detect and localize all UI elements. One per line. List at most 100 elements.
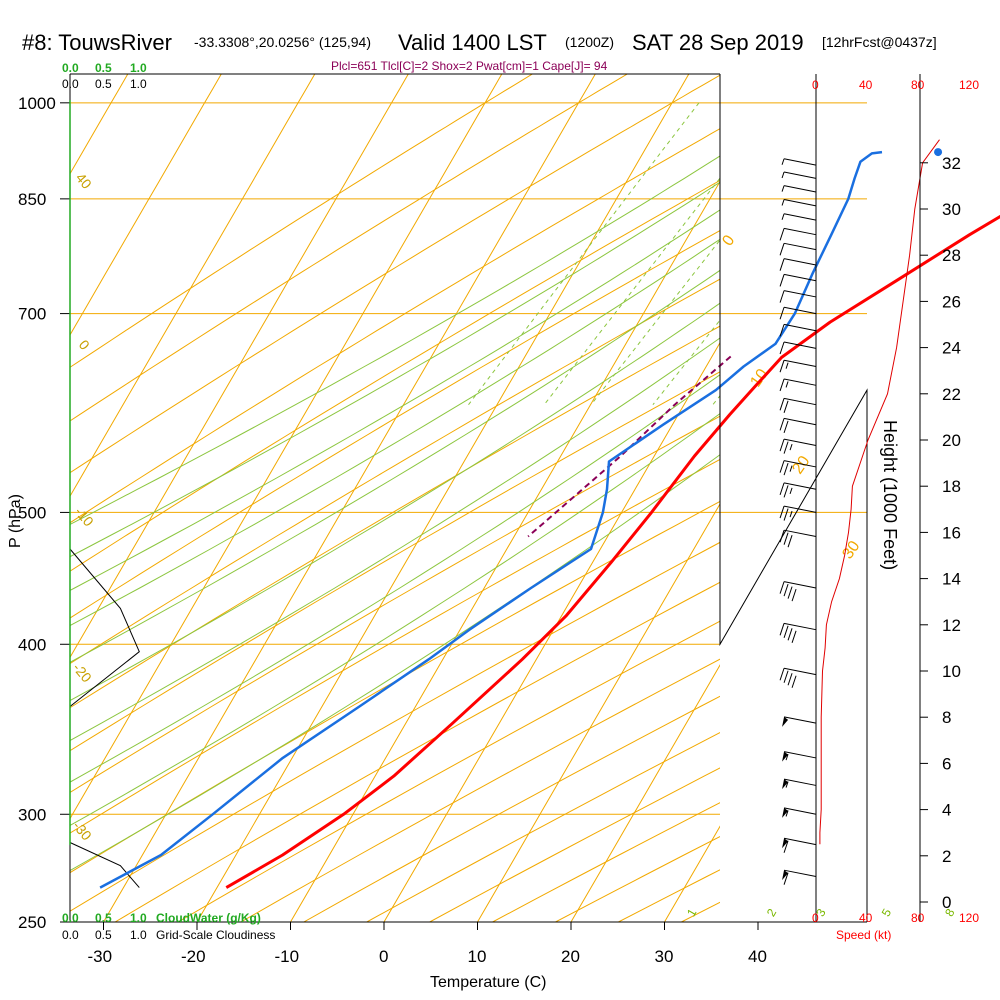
wind-barb xyxy=(782,778,817,790)
wind-barb-feather xyxy=(779,360,785,373)
cloud-scale-tick: 1.0 xyxy=(130,911,147,925)
wind-barb-feather xyxy=(779,274,785,287)
mixing-ratio-line xyxy=(838,103,1000,405)
wind-barb-staff xyxy=(783,258,817,266)
wind-scale-tick: 120 xyxy=(959,911,979,925)
moist-adiabat-line xyxy=(70,155,720,525)
wind-barb-staff xyxy=(783,529,817,538)
wind-barb xyxy=(779,242,817,256)
wind-barb-feather xyxy=(779,505,785,519)
height-tick-label: 20 xyxy=(942,431,961,450)
height-tick-label: 8 xyxy=(942,708,951,727)
wind-speed-scale: 0 40 80 120 0 40 80 120 Speed (kt) xyxy=(812,78,979,942)
wind-barb-staff xyxy=(783,323,817,332)
wind-barb-feather xyxy=(779,228,785,241)
wind-barb-flag xyxy=(782,838,789,849)
wind-barb-staff xyxy=(783,397,817,406)
dry-adiabat-line xyxy=(70,371,720,752)
wind-barb-feather xyxy=(779,623,785,636)
top-cloud-scale: 0.0 0.5 1.0 0.0 0.5 1.0 xyxy=(62,61,147,91)
wind-barb-feather xyxy=(779,398,785,411)
wind-scale-tick: 80 xyxy=(911,78,925,92)
zulu-time: (1200Z) xyxy=(565,34,614,50)
wind-barb-staff xyxy=(783,185,817,193)
wind-barb-staff xyxy=(783,242,817,251)
moist-adiabat-line xyxy=(70,209,720,591)
wind-barb-staff xyxy=(783,869,817,878)
wind-barb-staff xyxy=(783,158,817,166)
wind-barb xyxy=(779,529,817,548)
wind-barb xyxy=(779,323,817,337)
wind-barb-feather xyxy=(791,588,797,602)
wind-barb-half-feather xyxy=(789,510,793,518)
isotherm-line xyxy=(570,664,720,922)
wind-barb xyxy=(779,622,817,643)
height-tick-label: 14 xyxy=(942,570,961,589)
dry-adiabat-line xyxy=(70,74,720,474)
isotherm-line xyxy=(70,74,503,820)
cloudiness-line xyxy=(69,548,140,707)
wind-barb-half-feather xyxy=(789,487,793,495)
cloudiness-label: Grid-Scale Cloudiness xyxy=(156,928,275,942)
isotherm-line xyxy=(852,74,1000,922)
dry-adiabat-line xyxy=(70,500,720,874)
wind-barb-feather xyxy=(783,872,789,885)
mixing-ratio-label: 5 xyxy=(879,906,895,919)
wind-barb xyxy=(782,837,817,853)
isotherm-label: 10 xyxy=(747,366,771,390)
forecast-info: [12hrFcst@0437z] xyxy=(822,34,937,50)
wind-barb-half-feather xyxy=(789,465,793,472)
dry-adiabat-line xyxy=(70,74,533,368)
dry-adiabat-line xyxy=(70,325,720,709)
wind-barb xyxy=(781,171,817,179)
pressure-tick-label: 500 xyxy=(18,503,46,522)
mixing-ratio-label: 2 xyxy=(764,906,780,919)
cloud-scale-tick: 0.5 xyxy=(95,911,112,925)
wind-barb-staff xyxy=(783,290,817,298)
wind-barb xyxy=(779,341,817,355)
moist-adiabat-line xyxy=(70,181,720,558)
wind-barb-feather xyxy=(779,581,785,594)
pressure-tick-label: 850 xyxy=(18,190,46,209)
temperature-tick-label: -30 xyxy=(88,947,113,966)
wind-barb xyxy=(781,199,817,207)
wind-barb-staff xyxy=(783,199,817,207)
wind-barb-feather xyxy=(779,243,785,256)
cloudiness-scale-tick: 0.5 xyxy=(95,928,112,942)
height-tick-label: 10 xyxy=(942,662,961,681)
cloudwater-label: CloudWater (g/Kg) xyxy=(156,911,261,925)
isotherm-line xyxy=(70,74,222,336)
dry-adiabat-line xyxy=(70,458,720,834)
cloudiness-scale-tick: 0.5 xyxy=(95,77,112,91)
mixing-ratio-line xyxy=(468,102,700,406)
wind-barb-staff xyxy=(783,622,817,631)
wind-barb-staff xyxy=(783,778,817,786)
wind-barb xyxy=(779,667,817,688)
grid-clip-left xyxy=(70,74,1000,922)
isotherm-line xyxy=(103,74,596,922)
wind-barb-half-feather xyxy=(789,443,793,451)
wind-barb-staff xyxy=(783,716,817,724)
wind-barb-staff xyxy=(783,438,817,446)
wind-barb-feather xyxy=(779,258,785,271)
station-title: #8: TouwsRiver xyxy=(22,30,172,55)
wind-barb xyxy=(781,185,817,193)
surface-dewpoint-dot xyxy=(934,148,943,157)
wind-barb-half-feather xyxy=(781,213,785,220)
temperature-tick-label: 30 xyxy=(655,947,674,966)
wind-barb-feather xyxy=(791,675,797,688)
height-tick-label: 32 xyxy=(942,154,961,173)
wind-barb xyxy=(779,397,817,413)
wind-barb-feather xyxy=(779,460,785,473)
isotherm-label: 0 xyxy=(719,232,738,249)
dry-adiabat-line xyxy=(70,278,720,665)
wind-barb-staff xyxy=(783,359,817,368)
height-tick-label: 26 xyxy=(942,292,961,311)
wind-barb-staff xyxy=(783,667,817,676)
height-tick-label: 22 xyxy=(942,385,961,404)
wind-barb-staff xyxy=(783,837,817,846)
dry-adiabat-line xyxy=(555,835,720,922)
wind-barb-feather xyxy=(779,438,785,452)
